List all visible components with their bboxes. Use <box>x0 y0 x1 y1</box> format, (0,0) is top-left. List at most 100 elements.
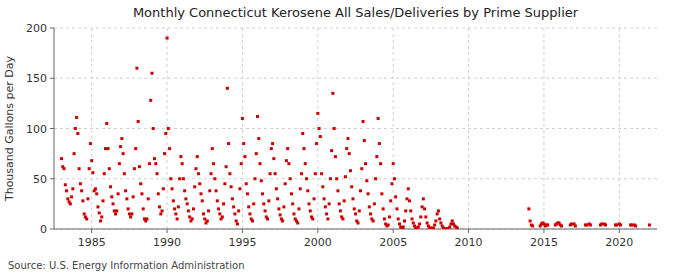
point <box>125 197 128 200</box>
point <box>90 159 93 162</box>
tick-label: 50 <box>33 173 47 186</box>
point <box>316 112 319 115</box>
point <box>215 189 218 192</box>
point <box>94 187 97 190</box>
point <box>255 152 258 155</box>
point <box>634 224 637 227</box>
points <box>60 37 651 229</box>
point <box>85 217 88 220</box>
point <box>173 207 176 210</box>
point <box>117 192 120 195</box>
point <box>326 217 329 220</box>
point <box>363 139 366 142</box>
point <box>604 223 607 226</box>
point <box>418 222 421 225</box>
point <box>338 202 341 205</box>
point <box>202 212 205 215</box>
point <box>560 224 563 227</box>
point <box>373 202 376 205</box>
tick-mark <box>50 28 54 29</box>
point <box>365 179 368 182</box>
point <box>71 187 74 190</box>
point <box>108 167 111 170</box>
point <box>64 183 67 186</box>
title: Monthly Connecticut Kerosene All Sales/D… <box>133 5 579 20</box>
point <box>329 177 332 180</box>
point <box>140 192 143 195</box>
point <box>187 209 190 212</box>
point <box>218 212 221 215</box>
point <box>424 215 427 218</box>
point <box>292 212 295 215</box>
point <box>207 209 210 212</box>
point <box>392 162 395 165</box>
point <box>109 185 112 188</box>
point <box>227 142 230 145</box>
point <box>287 162 290 165</box>
grid-line <box>242 28 243 229</box>
grid-line <box>54 178 657 179</box>
point <box>60 157 63 160</box>
point <box>589 223 592 226</box>
point <box>432 226 435 229</box>
point <box>83 212 86 215</box>
point <box>439 221 442 224</box>
point <box>216 199 219 202</box>
point <box>260 179 263 182</box>
point <box>299 187 302 190</box>
point <box>306 189 309 192</box>
chart-container: 0501001502001985199019952000200520102015… <box>0 0 675 275</box>
point <box>223 182 226 185</box>
point <box>348 152 351 155</box>
point <box>359 189 362 192</box>
point <box>79 182 82 185</box>
point <box>240 162 243 165</box>
point <box>122 152 125 155</box>
point <box>168 147 171 150</box>
point <box>423 207 426 210</box>
point <box>375 155 378 158</box>
point <box>139 182 142 185</box>
point <box>304 162 307 165</box>
grid-line <box>54 128 657 129</box>
point <box>378 142 381 145</box>
point <box>345 147 348 150</box>
point <box>388 215 391 218</box>
point <box>330 149 333 152</box>
point <box>382 207 385 210</box>
point <box>456 226 459 229</box>
point <box>387 223 390 226</box>
point <box>154 162 157 165</box>
point <box>437 209 440 212</box>
point <box>115 209 118 212</box>
point <box>409 209 412 212</box>
point <box>290 192 293 195</box>
point <box>379 162 382 165</box>
point <box>315 142 318 145</box>
point <box>311 217 314 220</box>
source: Source: U.S. Energy Information Administ… <box>8 260 245 271</box>
tick-label: 1995 <box>228 236 256 249</box>
tick-label: 2000 <box>304 236 332 249</box>
point <box>96 205 99 208</box>
point <box>300 172 303 175</box>
point <box>313 197 316 200</box>
point <box>328 202 331 205</box>
point <box>351 197 354 200</box>
point <box>319 135 322 138</box>
point <box>89 142 92 145</box>
grid <box>54 28 657 229</box>
point <box>574 224 577 227</box>
point <box>198 182 201 185</box>
point <box>194 167 197 170</box>
grid-line <box>91 28 92 229</box>
point <box>86 197 89 200</box>
point <box>531 224 534 227</box>
point <box>235 219 238 222</box>
point <box>264 209 267 212</box>
point <box>393 177 396 180</box>
point <box>368 205 371 208</box>
point <box>233 212 236 215</box>
point <box>257 137 260 140</box>
axes: 0501001502001985199019952000200520102015… <box>26 22 657 249</box>
